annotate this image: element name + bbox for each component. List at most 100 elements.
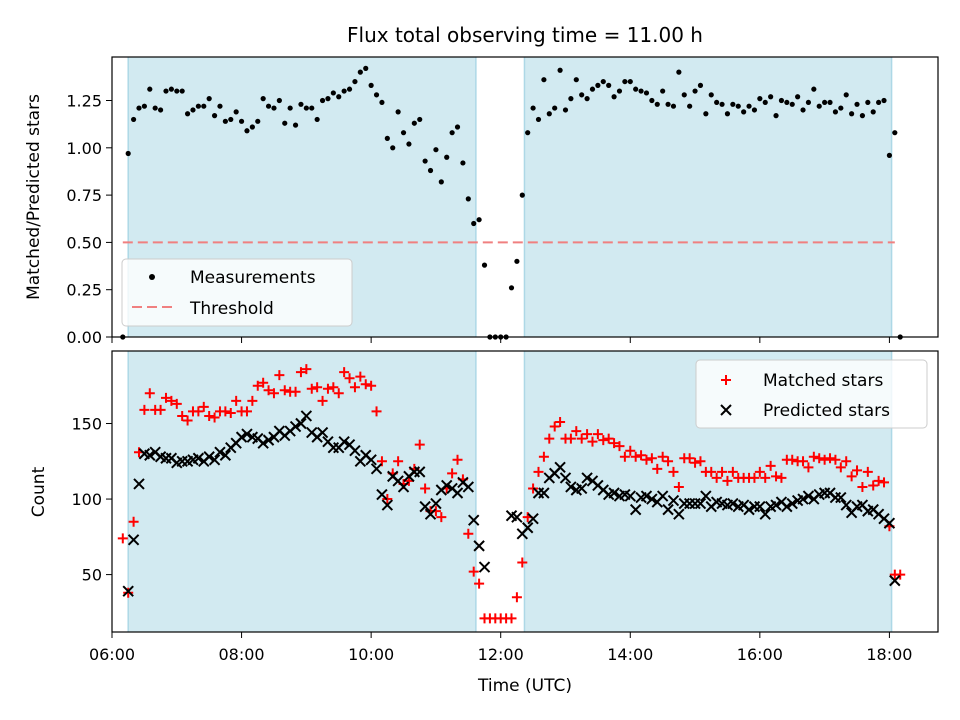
measurement-point — [881, 97, 887, 104]
measurement-point — [568, 96, 574, 102]
predicted-star-point — [133, 478, 145, 490]
measurement-point — [287, 105, 293, 111]
x-tick-label: 10:00 — [348, 645, 394, 664]
predicted-star-point — [208, 454, 221, 466]
matched-star-point — [549, 421, 560, 432]
matched-star-point — [447, 468, 458, 479]
measurement-point — [805, 99, 812, 106]
matched-star-point — [155, 404, 166, 415]
measurement-point — [741, 109, 747, 115]
predicted-star-point — [349, 445, 361, 457]
measurement-point — [141, 103, 147, 109]
matched-star-point — [630, 451, 641, 462]
matched-star-point — [862, 466, 873, 477]
matched-star-point — [776, 472, 787, 483]
matched-star-point — [690, 457, 701, 468]
matched-star-point — [749, 472, 760, 483]
measurement-point — [152, 105, 158, 111]
measurement-point — [546, 111, 552, 117]
matched-star-point — [830, 454, 841, 465]
matched-star-point — [814, 453, 825, 464]
legend-top: Measurements Threshold — [121, 258, 353, 327]
measurement-point — [438, 179, 444, 185]
measurement-point — [201, 103, 207, 109]
x-tick-label: 18:00 — [866, 645, 912, 664]
matched-star-point — [333, 388, 344, 399]
matched-star-point — [328, 382, 339, 393]
measurement-point — [773, 113, 779, 119]
measurement-point — [184, 111, 191, 117]
predicted-star-point — [673, 508, 685, 520]
measurement-point — [309, 105, 315, 111]
matched-star-point — [268, 388, 279, 399]
y-tick-label: 0.25 — [66, 281, 102, 300]
measurement-point — [244, 128, 250, 134]
measurement-point — [233, 109, 239, 115]
matched-star-point — [128, 516, 139, 527]
predicted-star-point — [700, 490, 712, 502]
measurement-point — [282, 120, 288, 126]
measurement-point — [530, 105, 536, 111]
y-tick-label: 0.00 — [66, 328, 102, 347]
matched-star-point — [241, 406, 252, 417]
matched-star-point — [322, 383, 333, 394]
predicted-star-point — [241, 428, 253, 440]
measurement-point — [579, 92, 585, 98]
y-tick-label: 1.00 — [66, 139, 102, 158]
matched-star-point — [117, 533, 128, 544]
matched-star-point — [603, 433, 614, 444]
predicted-star-point — [376, 488, 388, 501]
predicted-star-point — [694, 497, 707, 510]
measurement-point — [255, 118, 261, 124]
predicted-star-point — [192, 452, 205, 464]
predicted-star-point — [559, 472, 572, 484]
matched-star-point — [312, 382, 323, 393]
measurement-point — [217, 103, 223, 109]
measurement-point — [292, 122, 299, 128]
predicted-star-point — [883, 517, 896, 529]
measurement-point — [276, 97, 282, 104]
measurement-point — [357, 69, 363, 75]
matched-star-point — [306, 383, 317, 394]
matched-star-point — [247, 395, 258, 406]
matched-star-point — [506, 613, 517, 624]
matched-star-point — [663, 456, 674, 467]
matched-star-point — [533, 466, 544, 477]
predicted-star-point — [451, 487, 464, 499]
measurement-point — [422, 158, 428, 164]
matched-star-point — [727, 466, 738, 477]
x-tick-label: 06:00 — [89, 645, 135, 664]
measurement-point — [870, 109, 876, 115]
matched-star-point — [695, 456, 706, 467]
measurement-point — [838, 105, 844, 111]
predicted-star-point — [316, 426, 329, 439]
predicted-star-point — [219, 449, 232, 461]
y-axis-ticks-top: 0.00 0.25 0.50 0.75 1.00 1.25 — [66, 92, 112, 347]
predicted-star-point — [122, 585, 134, 597]
matched-star-point — [684, 453, 695, 464]
predicted-star-point — [468, 514, 480, 526]
measurement-point — [427, 167, 434, 174]
predicted-star-point — [511, 511, 523, 523]
measurement-point — [762, 99, 768, 106]
matched-star-point — [177, 410, 188, 421]
measurement-point — [465, 196, 471, 202]
x-tick-label: 14:00 — [607, 645, 653, 664]
measurement-point — [168, 86, 174, 92]
measurement-point — [330, 90, 336, 96]
matched-star-point — [808, 451, 819, 462]
legend-label-matched: Matched stars — [763, 371, 883, 391]
measurement-point — [476, 217, 482, 223]
measurement-point — [784, 99, 790, 106]
matched-star-point — [765, 460, 776, 471]
matched-star-point — [123, 587, 134, 598]
predicted-star-point — [419, 500, 431, 513]
shaded-interval — [524, 57, 892, 337]
matched-star-point — [819, 454, 830, 465]
measurement-point — [552, 105, 558, 111]
predicted-star-point — [640, 490, 653, 502]
predicted-star-point — [338, 435, 350, 448]
predicted-star-point — [743, 503, 755, 516]
legend-label-threshold: Threshold — [189, 299, 274, 319]
measurement-point — [541, 77, 547, 83]
